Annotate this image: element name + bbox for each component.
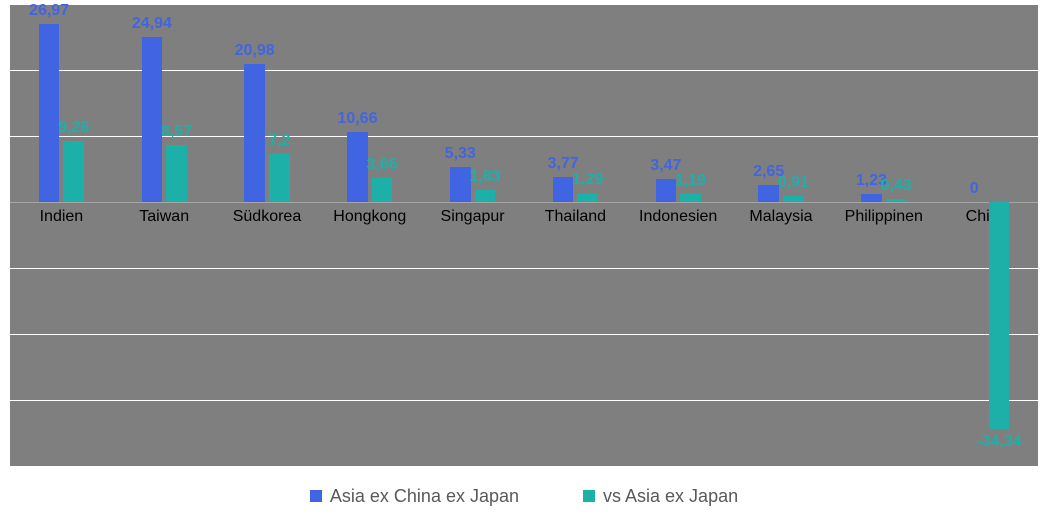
bar-series-b [577,194,598,203]
legend-item-series-a: Asia ex China ex Japan [310,486,519,507]
bar-series-b [372,178,393,202]
bar-series-a [347,132,368,202]
legend-label-b: vs Asia ex Japan [603,486,738,507]
value-label: -34,34 [976,433,1021,451]
bar-series-b [783,196,804,202]
value-label: 26,97 [29,2,69,20]
value-label: 7,2 [268,132,290,150]
category-label: Malaysia [749,208,812,226]
bar-group: Malaysia2,650,91 [730,4,833,466]
bar-series-a [861,194,882,202]
value-label: 1,29 [572,171,603,189]
bar-series-a [244,64,265,202]
value-label: 3,77 [547,155,578,173]
value-label: 0 [970,180,979,198]
bar-group: Indonesien3,471,19 [627,4,730,466]
value-label: 24,94 [132,15,172,33]
chart-container: Indien 26,97 9,26 Taiwan 24,94 8,57 Südkorea 20… [0,0,1048,516]
bar-series-b [63,141,84,202]
bar-group: China0-34,34 [935,4,1038,466]
bar-series-a [142,37,163,202]
bar-series-b [886,199,907,202]
bar-series-a [656,179,677,202]
value-label: 1,83 [469,168,500,186]
bar-series-a [758,185,779,202]
value-label: 10,66 [337,110,377,128]
value-label: 8,57 [161,123,192,141]
category-label: Südkorea [233,208,302,226]
bar-series-b [680,194,701,202]
bar-group: Südkorea 20,98 7,2 [216,4,319,466]
value-label: 0,91 [778,174,809,192]
legend-swatch-a [310,490,322,502]
value-label: 20,98 [235,42,275,60]
category-label: Indien [40,208,84,226]
bar-group: Philippinen1,230,43 [832,4,935,466]
value-label: 1,19 [675,172,706,190]
gridline [10,466,1038,467]
category-label: Thailand [545,208,606,226]
bar-series-a [553,177,574,202]
category-label: Singapur [441,208,505,226]
category-label: Hongkong [333,208,406,226]
bar-series-b [269,154,290,202]
legend-label-a: Asia ex China ex Japan [330,486,519,507]
bar-group: Singapur 5,33 1,83 [421,4,524,466]
bar-series-b [166,145,187,202]
value-label: 5,33 [445,145,476,163]
legend-swatch-b [583,490,595,502]
bar-group: Hongkong 10,66 3,66 [318,4,421,466]
bar-group: Thailand 3,771,29 [524,4,627,466]
value-label: 3,66 [367,156,398,174]
plot-area: Indien 26,97 9,26 Taiwan 24,94 8,57 Südkorea 20… [10,4,1038,466]
bar-series-a [450,167,471,202]
value-label: 9,26 [58,119,89,137]
category-label: Taiwan [139,208,189,226]
bar-group: Indien 26,97 9,26 [10,4,113,466]
value-label: 0,43 [881,177,912,195]
category-label: Indonesien [639,208,717,226]
bar-series-a [39,24,60,202]
legend: Asia ex China ex Japan vs Asia ex Japan [0,476,1048,516]
legend-item-series-b: vs Asia ex Japan [583,486,738,507]
category-label: Philippinen [845,208,923,226]
bar-series-b [989,202,1010,429]
bar-series-b [475,190,496,202]
bar-group: Taiwan 24,94 8,57 [113,4,216,466]
